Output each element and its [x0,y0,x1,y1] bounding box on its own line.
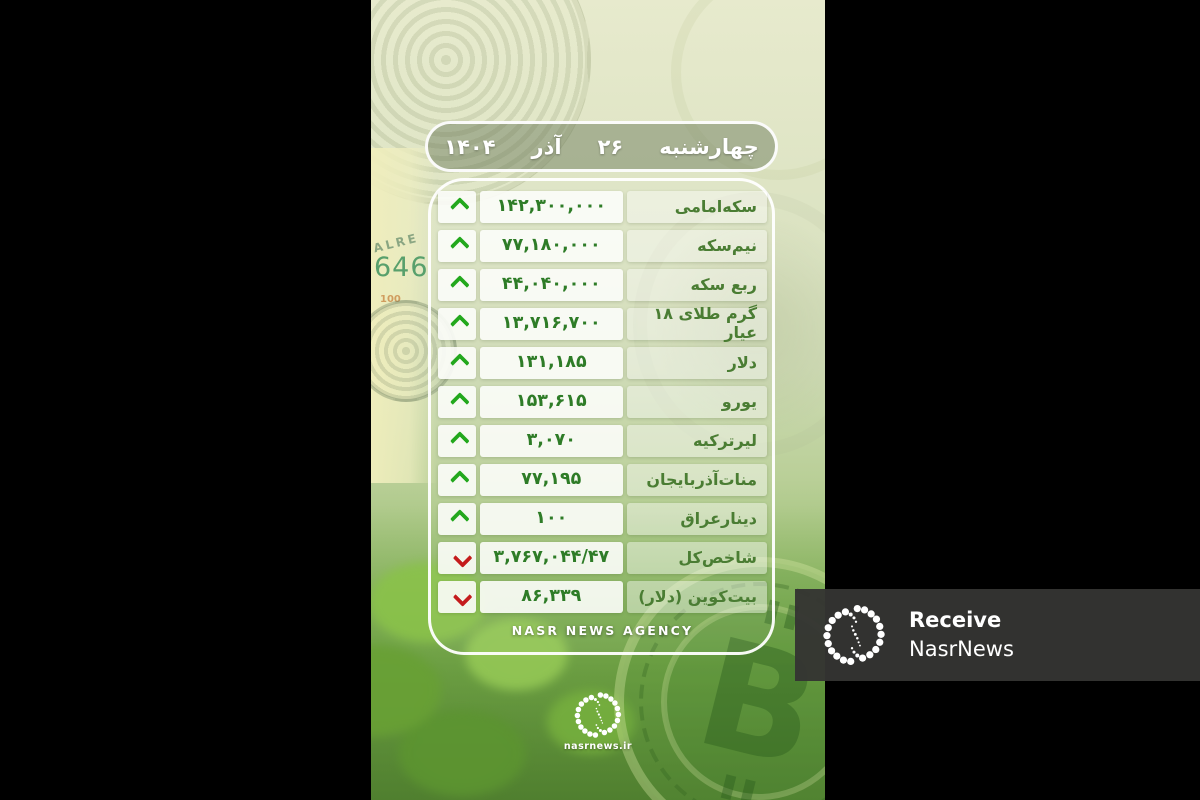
date-month: آذر [531,134,562,159]
trend-icon [449,431,470,451]
rate-row: منات‌آذربایجان ۷۷,۱۹۵ [438,464,767,496]
trend-cell [438,269,476,301]
rate-row: گرم طلای ۱۸ عیار ۱۳,۷۱۶,۷۰۰ [438,304,767,342]
coin-engraving-decor [371,0,591,205]
rate-value: ۱۳,۷۱۶,۷۰۰ [501,313,601,333]
rate-value-cell: ۳,۷۶۷,۰۴۴/۴۷ [479,542,623,574]
rate-value: ۷۷,۱۸۰,۰۰۰ [501,235,601,255]
rate-value: ۳,۷۶۷,۰۴۴/۴۷ [493,547,610,567]
trend-icon [452,548,473,568]
rate-value: ۱۰۰ [535,508,568,528]
rate-value-cell: ۷۷,۱۸۰,۰۰۰ [479,230,623,262]
date-year: ۱۴۰۴ [444,134,496,159]
site-domain: nasrnews.ir [563,741,633,752]
rate-label: یورو [626,386,767,418]
date-bar: چهارشنبه ۲۶ آذر ۱۴۰۴ [425,121,778,172]
rate-value-cell: ۱۵۳,۶۱۵ [479,386,623,418]
trend-cell [438,347,476,379]
rate-value: ۱۳۱,۱۸۵ [515,352,587,372]
promo-line1: Receive [909,608,1002,632]
trend-icon [449,275,470,295]
rate-row: ربع سکه ۴۴,۰۴۰,۰۰۰ [438,269,767,301]
rate-value: ۷۷,۱۹۵ [521,469,582,489]
trend-cell [438,191,476,223]
date-weekday: چهارشنبه [659,134,759,159]
trend-icon [449,509,470,529]
trend-cell [438,386,476,418]
bill-denomination: 100 [380,294,401,305]
trend-icon [449,392,470,412]
rate-value-cell: ۱۰۰ [479,503,623,535]
trend-cell [438,503,476,535]
rate-label: شاخص‌کل [626,542,767,574]
nasrnews-logo-icon [823,604,885,666]
rate-value: ۱۵۳,۶۱۵ [515,391,587,411]
rate-row: دلار ۱۳۱,۱۸۵ [438,347,767,379]
rate-value: ۳,۰۷۰ [526,430,576,450]
rate-row: نیم‌سکه ۷۷,۱۸۰,۰۰۰ [438,230,767,262]
rate-value-cell: ۳,۰۷۰ [479,425,623,457]
bill-serial-text: 646 [374,252,429,283]
trend-icon [449,314,470,334]
rate-value-cell: ۱۳۱,۱۸۵ [479,347,623,379]
trend-icon [449,197,470,217]
trend-cell [438,581,476,613]
trend-icon [449,236,470,256]
trend-cell [438,542,476,574]
rate-value: ۱۴۲,۳۰۰,۰۰۰ [496,196,607,216]
trend-icon [449,353,470,373]
rate-label: گرم طلای ۱۸ عیار [626,304,767,342]
rate-value-cell: ۴۴,۰۴۰,۰۰۰ [479,269,623,301]
background-photo: ALRE 646 100 B چهارشنبه ۲۶ آذر ۱۴۰۴ [371,0,825,800]
rates-board: سکه‌امامی ۱۴۲,۳۰۰,۰۰۰ نیم‌سکه ۷۷,۱۸۰,۰۰۰ [428,178,775,655]
rate-label: دینار‌عراق [626,503,767,535]
rate-label: منات‌آذربایجان [626,464,767,496]
rate-label: نیم‌سکه [626,230,767,262]
rate-value-cell: ۷۷,۱۹۵ [479,464,623,496]
rate-row: دینار‌عراق ۱۰۰ [438,503,767,535]
nasrnews-logo-icon [574,692,622,738]
trend-icon [449,470,470,490]
rate-label: لیر‌ترکیه [626,425,767,457]
site-watermark: nasrnews.ir [564,690,632,752]
promo-band: Receive NasrNews [795,589,1200,681]
agency-caption: NASR NEWS AGENCY [511,623,694,638]
rate-row: شاخص‌کل ۳,۷۶۷,۰۴۴/۴۷ [438,542,767,574]
bill-arc-text: ALRE [371,230,421,256]
trend-cell [438,308,476,340]
rate-row: بیت‌کوین (دلار) ۸۶,۳۳۹ [438,581,767,613]
rate-value-cell: ۸۶,۳۳۹ [479,581,623,613]
rates-list: سکه‌امامی ۱۴۲,۳۰۰,۰۰۰ نیم‌سکه ۷۷,۱۸۰,۰۰۰ [438,191,767,613]
promo-line2: NasrNews [909,637,1014,661]
trend-cell [438,425,476,457]
promo-text: Receive NasrNews [909,606,1014,664]
trend-cell [438,230,476,262]
rate-row: لیر‌ترکیه ۳,۰۷۰ [438,425,767,457]
rate-value-cell: ۱۳,۷۱۶,۷۰۰ [479,308,623,340]
rate-value: ۸۶,۳۳۹ [521,586,582,606]
rate-value-cell: ۱۴۲,۳۰۰,۰۰۰ [479,191,623,223]
trend-icon [452,587,473,607]
rate-label: ربع سکه [626,269,767,301]
rate-label: دلار [626,347,767,379]
rate-row: یورو ۱۵۳,۶۱۵ [438,386,767,418]
rate-value: ۴۴,۰۴۰,۰۰۰ [501,274,601,294]
rate-row: سکه‌امامی ۱۴۲,۳۰۰,۰۰۰ [438,191,767,223]
rate-label: بیت‌کوین (دلار) [626,581,767,613]
rate-label: سکه‌امامی [626,191,767,223]
date-day: ۲۶ [597,134,624,159]
trend-cell [438,464,476,496]
